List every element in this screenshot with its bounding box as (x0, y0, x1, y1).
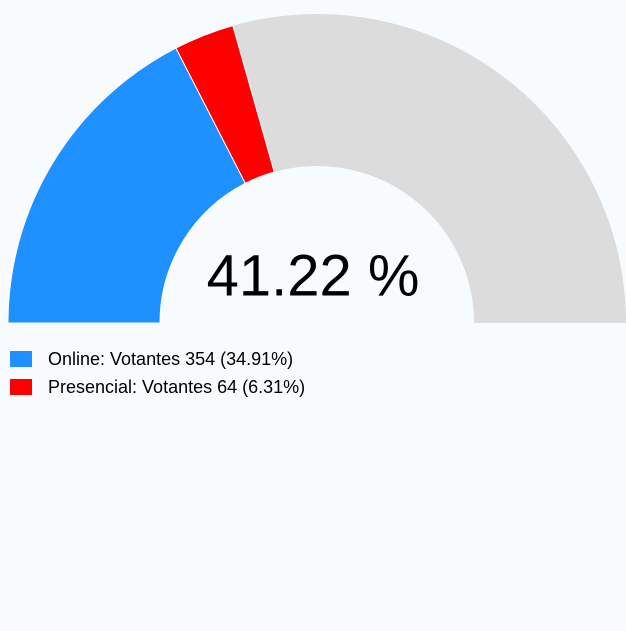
legend-label: Online: Votantes 354 (34.91%) (48, 349, 293, 369)
gauge-segment (175, 25, 275, 184)
legend-swatch (10, 379, 32, 395)
legend-swatch (10, 351, 32, 367)
legend-label: Presencial: Votantes 64 (6.31%) (48, 377, 305, 397)
center-label: 41.22 % (207, 243, 420, 308)
gauge-segment (7, 47, 247, 324)
